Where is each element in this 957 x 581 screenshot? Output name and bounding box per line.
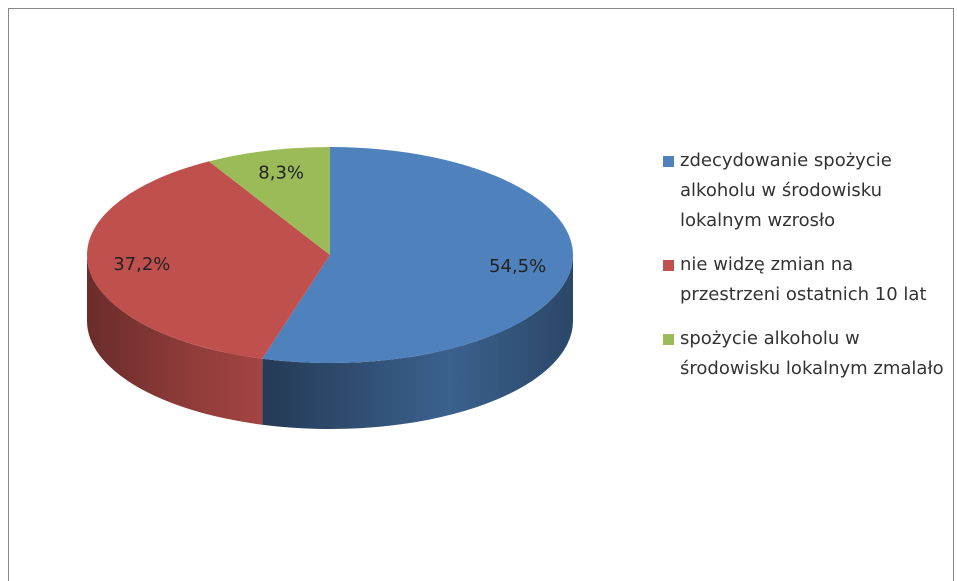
pie-side bbox=[87, 255, 263, 425]
legend-label: zdecydowanie spożycie alkoholu w środowi… bbox=[680, 150, 892, 231]
data-label: 8,3% bbox=[258, 163, 304, 184]
legend-swatch bbox=[663, 156, 674, 167]
data-label: 37,2% bbox=[113, 254, 170, 275]
legend-swatch bbox=[663, 334, 674, 345]
pie-side bbox=[262, 255, 573, 429]
legend-swatch bbox=[663, 260, 674, 271]
legend-label: spożycie alkoholu w środowisku lokalnym … bbox=[680, 328, 944, 379]
legend-label: nie widzę zmian na przestrzeni ostatnich… bbox=[680, 254, 927, 305]
pie-slice bbox=[208, 147, 330, 255]
chart-frame bbox=[8, 8, 954, 581]
legend-item: zdecydowanie spożycie alkoholu w środowi… bbox=[663, 146, 948, 236]
pie-slice bbox=[262, 147, 573, 364]
pie-slice bbox=[86, 161, 331, 359]
legend: zdecydowanie spożycie alkoholu w środowi… bbox=[663, 146, 948, 398]
legend-item: spożycie alkoholu w środowisku lokalnym … bbox=[663, 324, 948, 384]
legend-item: nie widzę zmian na przestrzeni ostatnich… bbox=[663, 250, 948, 310]
data-label: 54,5% bbox=[489, 256, 546, 277]
